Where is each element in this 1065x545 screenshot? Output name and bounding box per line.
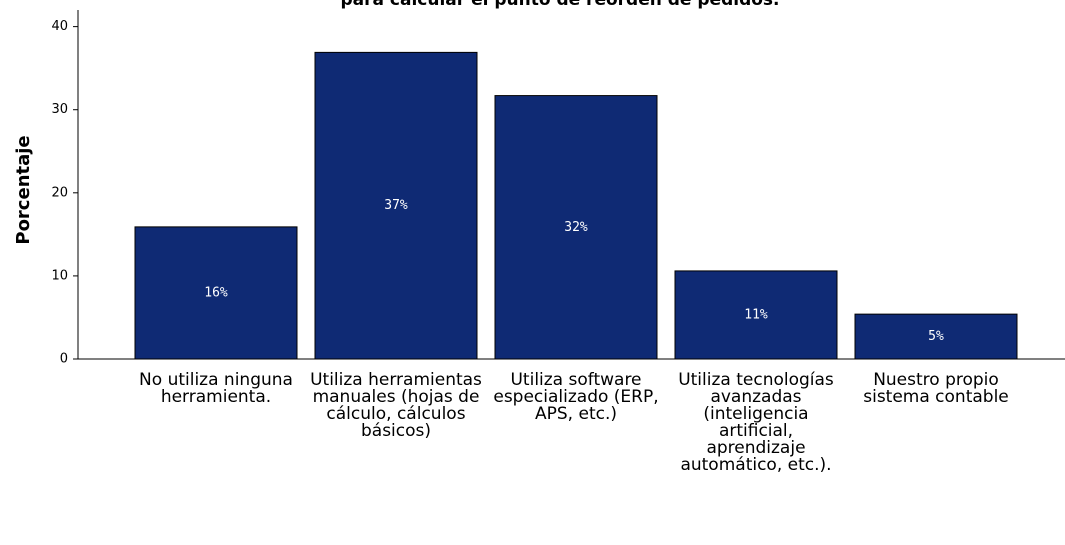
data-label: 5% — [928, 329, 944, 344]
data-label: 16% — [204, 285, 228, 300]
y-tick-label: 30 — [51, 102, 68, 117]
data-label: 37% — [384, 198, 408, 213]
x-tick-label: Utiliza tecnologías avanzadas (inteligen… — [678, 370, 834, 475]
y-axis-label: Porcentaje — [13, 135, 34, 244]
data-label: 11% — [744, 307, 768, 322]
chart-title: para calcular el punto de reorden de ped… — [341, 0, 780, 10]
x-tick-label: Nuestro propio sistema contable — [863, 370, 1009, 407]
bar — [854, 313, 1018, 360]
bar — [134, 226, 298, 360]
y-tick-label: 10 — [51, 268, 68, 283]
y-tick-label: 40 — [51, 19, 68, 34]
bar — [494, 95, 658, 360]
data-label: 32% — [564, 220, 588, 235]
bar — [674, 270, 838, 360]
x-tick-label: Utiliza software especializado (ERP, APS… — [493, 370, 659, 424]
x-tick-label: Utiliza herramientas manuales (hojas de … — [310, 370, 482, 441]
y-tick-label: 20 — [51, 185, 68, 200]
y-tick-label: 0 — [60, 352, 68, 367]
bar — [314, 51, 478, 360]
x-tick-label: No utiliza ninguna herramienta. — [139, 370, 293, 407]
